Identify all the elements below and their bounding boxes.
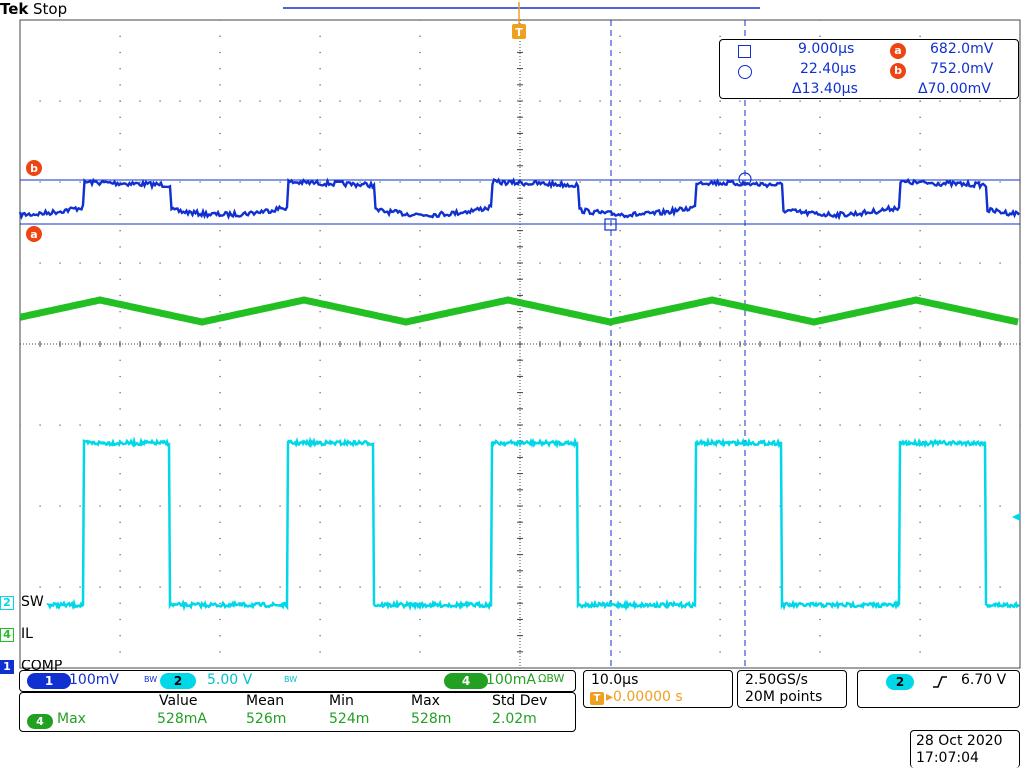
measure-header-stddev: Std Dev (492, 693, 548, 709)
acquisition-state: Stop (33, 0, 68, 18)
cursor-circle-marker (738, 172, 752, 186)
sample-rate: 2.50GS/s (745, 672, 808, 688)
measure-channel-badge[interactable]: 4 (27, 714, 53, 729)
measure-header-max: Max (411, 693, 440, 709)
date: 28 Oct 2020 (916, 733, 1003, 749)
trigger-level[interactable]: 6.70 V (961, 672, 1007, 688)
circle-cursor-icon (738, 65, 752, 79)
ch4-badge[interactable]: 4 (444, 673, 488, 689)
trigger-level-arrow[interactable] (1012, 513, 1020, 521)
trigger-marker-label: T (515, 26, 523, 39)
ch2-scale[interactable]: 5.00 V (207, 672, 253, 688)
measure-header-min: Min (329, 693, 354, 709)
cursor-a-marker[interactable]: a (26, 226, 42, 242)
cursor-row2-time: 22.40µs (800, 61, 857, 77)
trace-sw (46, 436, 1020, 612)
cursor-row1-volt: 682.0mV (930, 41, 994, 57)
measure-name[interactable]: Max (57, 711, 86, 727)
record-length: 20M points (745, 689, 823, 705)
cursor-b-marker[interactable]: b (26, 160, 42, 176)
cursor-readout-panel: 9.000µs a 682.0mV 22.40µs b 752.0mV Δ13.… (719, 39, 1019, 99)
ch2-badge[interactable]: 2 (160, 673, 196, 689)
time: 17:07:04 (916, 750, 979, 766)
trace-comp (18, 177, 1020, 221)
graticule (19, 19, 1021, 669)
acquisition-settings[interactable]: 2.50GS/s 20M points (737, 670, 847, 708)
trigger-settings[interactable]: 2 6.70 V (857, 670, 1020, 708)
ch2-bw-limit: BW (284, 675, 298, 684)
trigger-source-badge[interactable]: 2 (886, 674, 914, 690)
square-cursor-icon (738, 45, 751, 58)
ch4-suffix: ΩBW (538, 672, 565, 685)
measure-value: 528mA (157, 711, 207, 727)
svg-text:a: a (30, 228, 37, 241)
trace-il (19, 296, 1019, 326)
svg-text:b: b (30, 162, 38, 175)
brand-logo: Tek (0, 0, 29, 18)
vertical-settings-bar: 1 100mV BW 2 5.00 V BW 4 100mA ΩBW (19, 670, 576, 692)
horizontal-position[interactable]: ▸0.00000 s (606, 689, 683, 705)
cursor-delta-time: Δ13.40µs (792, 81, 858, 97)
measure-min: 524m (329, 711, 370, 727)
horizontal-scale[interactable]: 10.0µs (591, 672, 639, 688)
cursor-b-badge: b (890, 63, 906, 79)
rising-edge-icon (933, 676, 947, 688)
datetime-panel: 28 Oct 2020 17:07:04 (910, 730, 1020, 768)
measure-max: 528m (411, 711, 452, 727)
graticule-center-axes (19, 19, 1021, 668)
cursor-square-marker (604, 218, 617, 231)
measure-header-value: Value (159, 693, 198, 709)
ch1-bw-limit: BW (144, 675, 158, 684)
measurement-panel: Value Mean Min Max Std Dev 4 Max 528mA 5… (19, 692, 576, 732)
trigger-position-marker[interactable]: T (512, 2, 526, 39)
cursor-row1-time: 9.000µs (798, 41, 855, 57)
measure-stddev: 2.02m (492, 711, 537, 727)
measure-mean: 526m (246, 711, 287, 727)
measure-header-mean: Mean (246, 693, 285, 709)
ch1-scale[interactable]: 100mV (69, 672, 119, 688)
cursor-a-badge: a (890, 43, 906, 59)
cursor-row2-volt: 752.0mV (930, 61, 994, 77)
cursor-delta-volt: Δ70.00mV (918, 81, 991, 97)
ch4-scale[interactable]: 100mA (486, 672, 536, 688)
horizontal-settings[interactable]: 10.0µs T ▸0.00000 s (583, 670, 733, 708)
ch1-badge[interactable]: 1 (27, 673, 71, 689)
trigger-position-icon: T (590, 692, 604, 705)
